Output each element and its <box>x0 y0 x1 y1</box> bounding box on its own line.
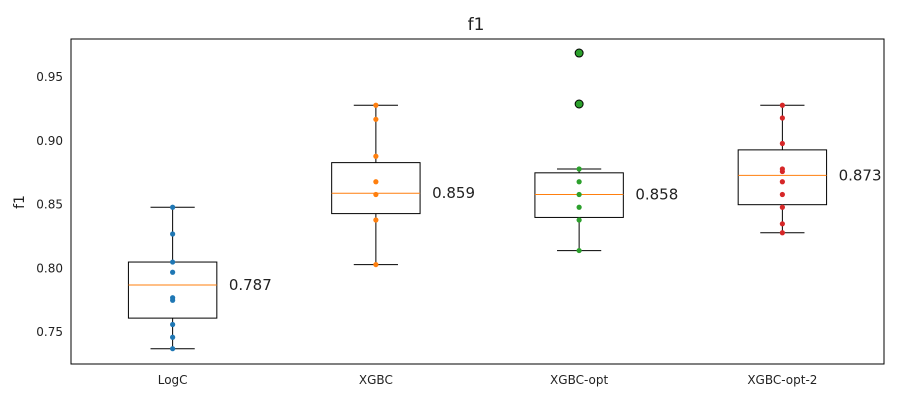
x-tick-label: XGBC <box>359 373 393 387</box>
box-group: 0.858 <box>534 48 678 254</box>
x-tick-label: LogC <box>158 373 188 387</box>
box-group: 0.787 <box>127 204 272 352</box>
data-point <box>779 221 785 227</box>
data-point <box>373 102 379 108</box>
y-tick-label: 0.80 <box>36 261 63 275</box>
y-tick-label: 0.85 <box>36 198 63 212</box>
x-tick-label: XGBC-opt <box>550 373 608 387</box>
box-group: 0.873 <box>737 102 882 236</box>
y-axis-label: f1 <box>12 195 28 209</box>
data-point <box>170 259 176 265</box>
data-point <box>170 231 176 237</box>
boxes-layer: 0.787 0.859 0.858 0.873 <box>127 48 882 352</box>
data-point <box>779 102 785 108</box>
data-point <box>170 321 176 328</box>
data-point <box>779 115 785 121</box>
median-value-label: 0.859 <box>432 184 475 202</box>
data-point <box>170 295 176 301</box>
data-point <box>170 204 176 210</box>
data-point <box>576 217 582 223</box>
data-point <box>373 153 379 159</box>
iqr-box <box>331 162 421 215</box>
data-point <box>576 179 582 185</box>
data-point <box>779 230 785 236</box>
median-value-label: 0.787 <box>229 276 272 294</box>
median-value-label: 0.858 <box>635 185 678 203</box>
data-point <box>576 166 582 172</box>
data-point <box>576 247 582 254</box>
data-point <box>170 346 176 352</box>
x-tick-label: XGBC-opt-2 <box>747 373 817 387</box>
data-point <box>576 204 582 210</box>
data-point <box>373 261 379 268</box>
data-point <box>779 179 785 185</box>
data-point <box>170 269 176 275</box>
data-point <box>373 191 379 198</box>
data-point <box>779 204 785 210</box>
y-tick-label: 0.75 <box>36 325 63 339</box>
data-point <box>779 166 785 172</box>
data-point <box>779 140 785 147</box>
data-point <box>170 334 176 340</box>
box-group: 0.859 <box>331 102 475 268</box>
y-axis-ticks: 0.75 0.80 0.85 0.90 0.95 <box>36 70 63 339</box>
data-point <box>373 179 379 185</box>
data-point <box>373 217 379 223</box>
y-tick-label: 0.90 <box>36 134 63 148</box>
plot-area-frame <box>70 38 885 365</box>
data-point <box>576 191 582 198</box>
outlier-point <box>574 48 584 58</box>
data-point <box>373 116 379 122</box>
x-axis-ticks: LogC XGBC XGBC-opt XGBC-opt-2 <box>158 373 818 387</box>
data-point <box>779 191 785 198</box>
y-tick-label: 0.95 <box>36 70 63 84</box>
median-value-label: 0.873 <box>839 166 882 184</box>
chart-title: f1 <box>468 15 485 35</box>
outlier-point <box>574 99 584 109</box>
